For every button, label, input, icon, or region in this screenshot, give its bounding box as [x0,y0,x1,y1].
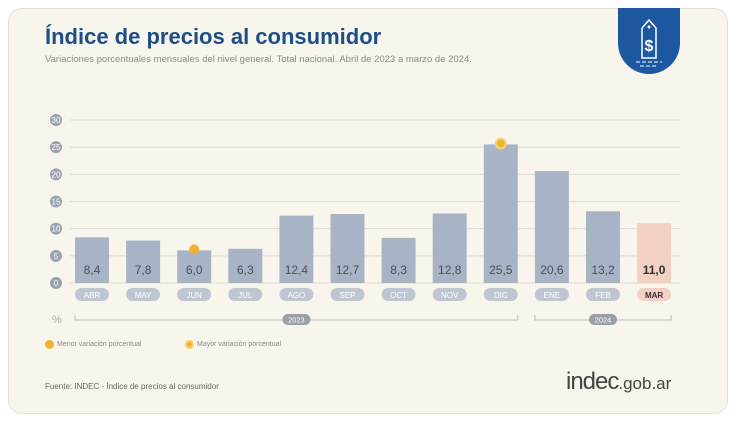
bar-value-label: 11,0 [643,263,666,277]
year-pill [282,314,311,325]
bar-value-label: 8,3 [390,263,407,277]
bar-jun [177,250,212,283]
month-pill [637,288,672,301]
logo-suffix: .gob.ar [618,374,672,393]
y-tick-badge [50,277,62,289]
max-marker [494,137,507,150]
month-pill [279,288,314,301]
month-label: FEB [595,291,611,300]
month-label: OCT [390,291,407,300]
month-pill [177,288,212,301]
bar-mar [637,223,672,283]
month-label: MAY [135,291,152,300]
bar-value-label: 12,8 [438,263,462,277]
bar-nov [432,213,467,283]
month-pill [483,288,518,301]
bar-sep [330,213,365,283]
max-marker-icon [185,340,194,349]
bar-value-label: 6,3 [237,263,254,277]
y-tick-badge [50,195,62,208]
chart-title: Índice de precios al consumidor [45,24,382,49]
month-label: AGO [288,291,306,300]
y-tick-label: 25 [52,143,61,152]
bar-ene [534,171,569,283]
month-label: JUN [186,291,202,300]
y-tick-label: 30 [52,116,61,125]
y-tick-badge [50,249,62,262]
month-label: NOV [441,291,459,300]
year-pill [589,314,617,325]
y-tick-label: 15 [52,198,61,207]
bar-jul [228,248,263,283]
year-label: 2024 [595,316,612,325]
bar-value-label: 8,4 [84,263,101,277]
logo-main: indec [566,368,619,395]
bar-value-label: 6,0 [186,263,203,277]
y-tick-label: 0 [54,279,59,288]
bar-may [126,240,161,283]
bar-value-label: 12,4 [285,263,309,277]
month-pill [534,288,569,301]
bar-value-label: 13,2 [591,263,615,277]
month-label: SEP [339,291,355,300]
bar-value-label: 20,6 [540,263,564,277]
svg-text:$: $ [645,38,654,55]
month-label: DIC [494,291,508,300]
month-pill [126,288,161,301]
month-label: JUL [238,291,253,300]
y-tick-badge [50,222,62,235]
legend-max-label: Mayor variación porcentual [197,341,282,348]
indec-logo[interactable]: indec.gob.ar [566,368,671,396]
y-tick-badge [50,141,62,154]
month-label: ABR [84,291,101,300]
legend-max: Mayor variación porcentual [185,340,281,349]
price-tag-dollar-icon: $ [618,8,680,74]
month-label: ENE [544,291,560,300]
month-pill [228,288,263,301]
month-label: MAR [645,291,663,300]
y-tick-label: 10 [52,225,61,234]
y-tick-badge [50,168,62,181]
bar-value-label: 12,7 [336,263,360,277]
bar-ago [279,215,314,283]
chart-card [8,8,728,414]
bar-dic [483,144,518,283]
min-marker-icon [45,340,54,349]
y-tick-badge [50,114,62,126]
bar-value-label: 25,5 [489,263,513,277]
month-pill [381,288,416,301]
legend-min-label: Menor variación porcentual [57,341,142,348]
month-pill [432,288,467,301]
bar-abr [75,237,109,283]
y-tick-label: 5 [54,252,59,261]
source-note: Fuente: INDEC - Índice de precios al con… [45,382,219,391]
month-pill [75,288,109,301]
month-pill [330,288,365,301]
legend-min: Menor variación porcentual [45,340,141,349]
bar-oct [381,237,416,283]
chart-subtitle: Variaciones porcentuales mensuales del n… [45,54,472,65]
y-tick-label: 20 [52,170,61,179]
min-marker [189,244,200,255]
month-pill [586,288,620,301]
bar-value-label: 7,8 [135,263,152,277]
bar-feb [586,211,620,283]
year-label: 2023 [288,316,305,325]
y-axis-unit: % [52,314,62,326]
